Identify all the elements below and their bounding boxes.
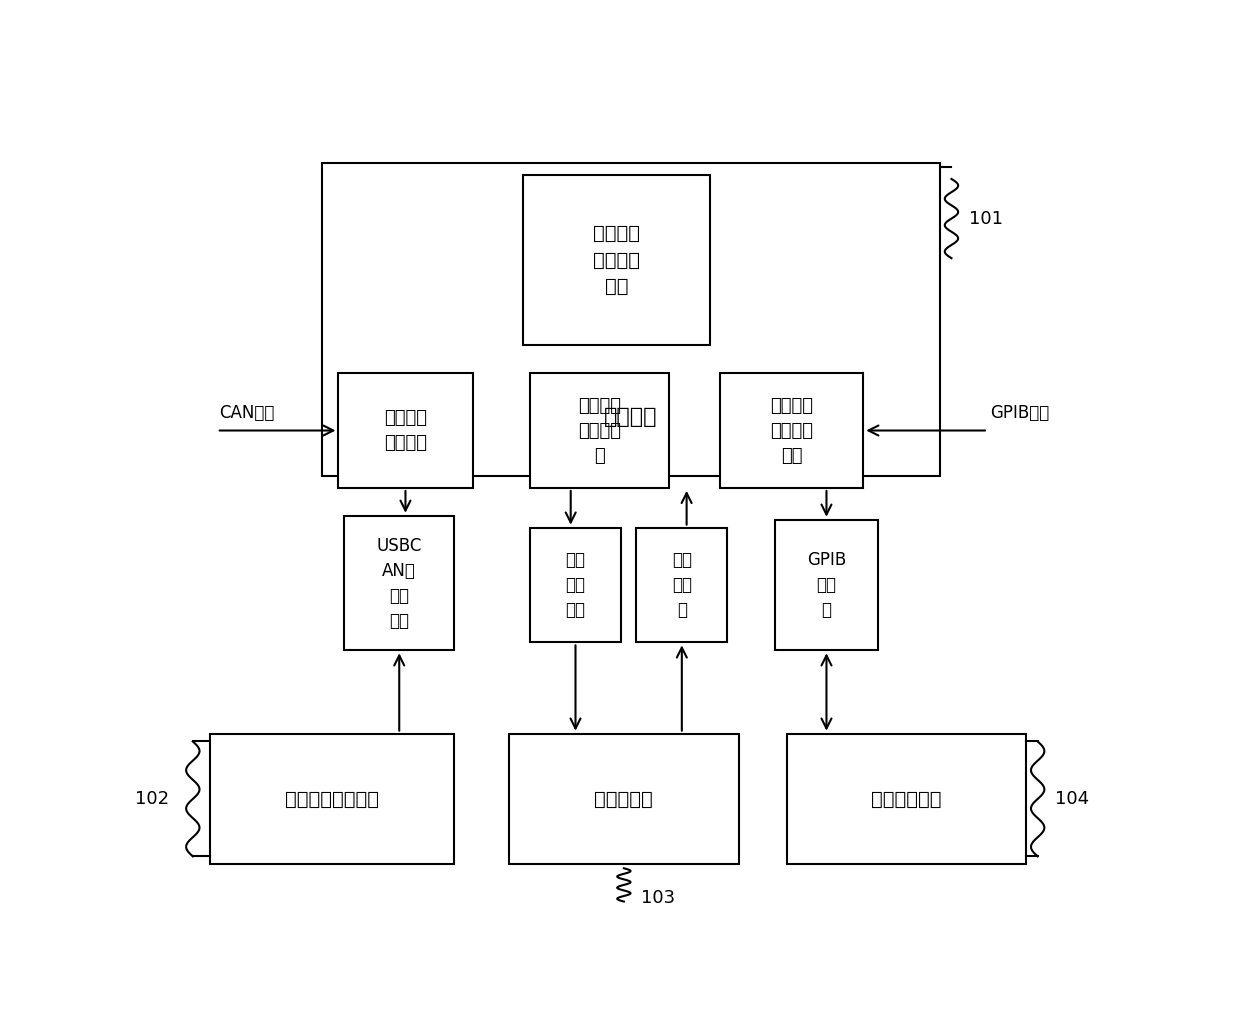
- Text: 103: 103: [641, 889, 675, 907]
- Text: 远程电子负载: 远程电子负载: [871, 789, 942, 809]
- Bar: [787, 734, 1026, 864]
- Bar: [719, 374, 864, 488]
- Bar: [775, 520, 878, 650]
- Text: USBC
AN总
线适
配器: USBC AN总 线适 配器: [377, 536, 421, 630]
- Text: 燃料电池
堆控制模
块: 燃料电池 堆控制模 块: [578, 396, 620, 464]
- Text: 燃料电池巡检系统: 燃料电池巡检系统: [286, 789, 379, 809]
- Text: CAN总线: CAN总线: [219, 404, 274, 422]
- Bar: [323, 163, 941, 476]
- Bar: [530, 528, 620, 642]
- Bar: [339, 374, 472, 488]
- Text: 远程电子
负载控制
模块: 远程电子 负载控制 模块: [770, 396, 813, 464]
- Text: GPIB
控制
器: GPIB 控制 器: [807, 551, 847, 619]
- Text: 燃料电池
巡检模块: 燃料电池 巡检模块: [384, 409, 426, 452]
- Bar: [523, 175, 711, 346]
- Bar: [210, 734, 455, 864]
- Text: 燃料电池堆: 燃料电池堆: [595, 789, 654, 809]
- Text: 102: 102: [135, 790, 169, 808]
- Bar: [344, 516, 455, 650]
- Text: 数据
采集
卡: 数据 采集 卡: [672, 551, 692, 619]
- Text: 101: 101: [969, 210, 1002, 227]
- Text: 模拟
输出
板卡: 模拟 输出 板卡: [566, 551, 586, 619]
- Bar: [530, 374, 669, 488]
- Bar: [509, 734, 739, 864]
- Text: GPIB总线: GPIB总线: [990, 404, 1049, 422]
- Text: 燃料电池
性能分析
模块: 燃料电池 性能分析 模块: [593, 224, 640, 296]
- Text: 104: 104: [1056, 790, 1089, 808]
- Bar: [637, 528, 727, 642]
- Text: 主控制器: 主控制器: [604, 406, 658, 427]
